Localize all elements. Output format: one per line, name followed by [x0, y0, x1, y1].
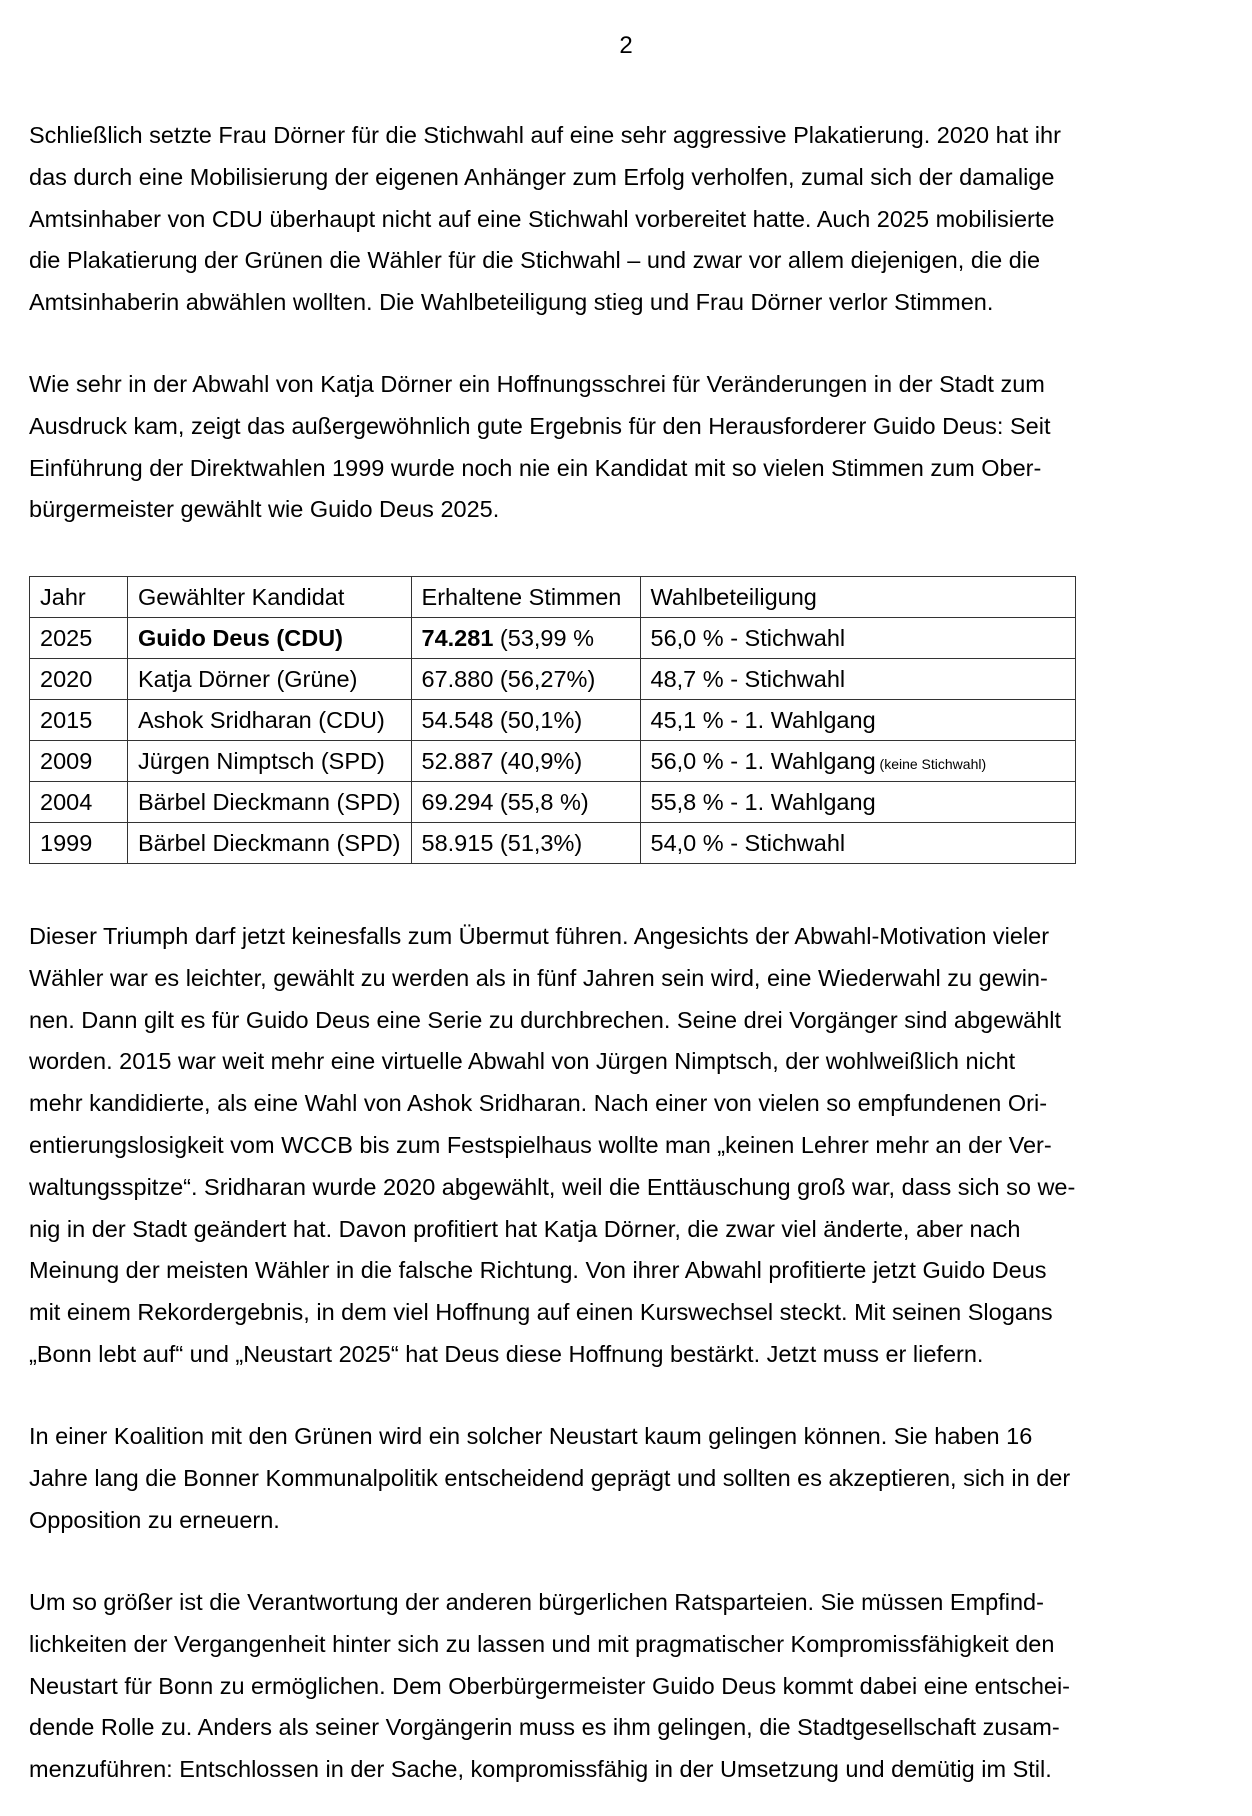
year: 2015	[40, 706, 93, 733]
table-row: 2004 Bärbel Dieckmann (SPD) 69.294 (55,8 %…	[29, 781, 1076, 823]
year: 2009	[40, 747, 93, 774]
year-cell: 1999	[29, 822, 128, 864]
text-line: Dieser Triumph darf jetzt keinesfalls zu…	[29, 923, 1050, 949]
text-line: waltungsspitze“. Sridharan wurde 2020 ab…	[29, 1173, 1076, 1200]
text-line: nen. Dann gilt es für Guido Deus eine Se…	[29, 1006, 1062, 1033]
votes: 67.880 (56,27%)	[421, 665, 596, 692]
year: 2004	[40, 788, 93, 815]
votes-cell: 74.281 (53,99 %	[410, 617, 641, 659]
text-line: Schließlich setzte Frau Dörner für die S…	[29, 122, 1061, 148]
votes-bold: 74.281	[421, 624, 494, 651]
text-line: Einführung der Direktwahlen 1999 wurde n…	[29, 454, 1042, 481]
turnout: 56,0 % - 1. Wahlgang	[650, 747, 876, 774]
text-line: mehr kandidierte, als eine Wahl von Asho…	[29, 1090, 1048, 1117]
candidate-name: Bärbel Dieckmann (SPD)	[138, 829, 401, 856]
text-line: Amtsinhaber von CDU überhaupt nicht auf …	[29, 205, 1055, 232]
text-line: „Bonn lebt auf“ und „Neustart 2025“ hat …	[29, 1340, 984, 1367]
column-header: Erhaltene Stimmen	[410, 576, 641, 618]
year-cell: 2025	[29, 617, 128, 659]
text-line: Wähler war es leichter, gewählt zu werde…	[29, 964, 1048, 991]
turnout-cell: 48,7 % - Stichwahl	[639, 658, 1076, 700]
text-line: Um so größer ist die Verantwortung der a…	[29, 1589, 1044, 1615]
votes-cell: 69.294 (55,8 %)	[410, 781, 641, 823]
turnout: 56,0 % - Stichwahl	[650, 624, 846, 651]
text-line: die Plakatierung der Grünen die Wähler f…	[29, 247, 1041, 274]
text-line: In einer Koalition mit den Grünen wird e…	[29, 1423, 1033, 1449]
turnout: 48,7 % - Stichwahl	[650, 665, 846, 692]
turnout-cell: 45,1 % - 1. Wahlgang	[639, 699, 1076, 741]
candidate-name: Jürgen Nimptsch (SPD)	[138, 747, 385, 774]
text-line: bürgermeister gewählt wie Guido Deus 202…	[29, 496, 500, 523]
turnout: 54,0 % - Stichwahl	[650, 829, 846, 856]
votes-cell: 58.915 (51,3%)	[410, 822, 641, 864]
text-line: Ausdruck kam, zeigt das außergewöhnlich …	[29, 412, 1051, 439]
candidate-cell: Katja Dörner (Grüne)	[127, 658, 412, 700]
text-line: Neustart für Bonn zu ermöglichen. Dem Ob…	[29, 1672, 1071, 1699]
turnout-cell: 54,0 % - Stichwahl	[639, 822, 1076, 864]
year-cell: 2009	[29, 740, 128, 782]
votes: 69.294 (55,8 %)	[421, 788, 589, 815]
turnout-cell: 56,0 % - 1. Wahlgang (keine Stichwahl)	[639, 740, 1076, 782]
text-line: entierungslosigkeit vom WCCB bis zum Fes…	[29, 1131, 1052, 1158]
year-cell: 2020	[29, 658, 128, 700]
table-header-row: Jahr Gewählter Kandidat Erhaltene Stimmen W…	[29, 576, 1076, 618]
column-header: Jahr	[29, 576, 128, 618]
votes: 54.548 (50,1%)	[421, 706, 583, 733]
table-row: 2025 Guido Deus (CDU) 74.281 (53,99 % 56,0 …	[29, 617, 1076, 659]
turnout-cell: 55,8 % - 1. Wahlgang	[639, 781, 1076, 823]
votes-cell: 67.880 (56,27%)	[410, 658, 641, 700]
candidate-cell: Bärbel Dieckmann (SPD)	[127, 822, 412, 864]
table-row: 2009 Jürgen Nimptsch (SPD) 52.887 (40,9%) 5…	[29, 740, 1076, 782]
year: 1999	[40, 829, 93, 856]
text-line: das durch eine Mobilisierung der eigenen…	[29, 163, 1055, 190]
election-results-table: Jahr Gewählter Kandidat Erhaltene Stimmen W…	[29, 576, 1076, 864]
votes: (53,99 %	[493, 624, 594, 651]
candidate-cell: Ashok Sridharan (CDU)	[127, 699, 412, 741]
paragraph: Schließlich setzte Frau Dörner für die S…	[29, 115, 1244, 324]
text-line: Wie sehr in der Abwahl von Katja Dörner …	[29, 371, 1045, 397]
turnout-cell: 56,0 % - Stichwahl	[639, 617, 1076, 659]
candidate-name-bold: Guido Deus (CDU)	[138, 624, 343, 651]
candidate-name: Bärbel Dieckmann (SPD)	[138, 788, 401, 815]
paragraph: Dieser Triumph darf jetzt keinesfalls zu…	[29, 916, 1244, 1376]
year: 2025	[40, 624, 93, 651]
votes-cell: 52.887 (40,9%)	[410, 740, 641, 782]
text-line: worden. 2015 war weit mehr eine virtuell…	[29, 1048, 1016, 1075]
paragraph: In einer Koalition mit den Grünen wird e…	[29, 1416, 1244, 1541]
table-row: 2015 Ashok Sridharan (CDU) 54.548 (50,1%) 4…	[29, 699, 1076, 741]
candidate-cell: Jürgen Nimptsch (SPD)	[127, 740, 412, 782]
text-line: Meinung der meisten Wähler in die falsch…	[29, 1257, 1047, 1284]
text-line: mit einem Rekordergebnis, in dem viel Ho…	[29, 1299, 1053, 1326]
paragraph: Um so größer ist die Verantwortung der a…	[29, 1582, 1244, 1791]
candidate-cell: Bärbel Dieckmann (SPD)	[127, 781, 412, 823]
votes-cell: 54.548 (50,1%)	[410, 699, 641, 741]
column-header: Wahlbeteiligung	[639, 576, 1076, 618]
text-line: Jahre lang die Bonner Kommunalpolitik en…	[29, 1464, 1071, 1491]
table-row: 2020 Katja Dörner (Grüne) 67.880 (56,27%) 4…	[29, 658, 1076, 700]
page-number: 2	[619, 32, 633, 59]
text-line: lichkeiten der Vergangenheit hinter sich…	[29, 1630, 1055, 1657]
text-line: nig in der Stadt geändert hat. Davon pro…	[29, 1215, 1021, 1242]
votes: 52.887 (40,9%)	[421, 747, 583, 774]
table-row: 1999 Bärbel Dieckmann (SPD) 58.915 (51,3%)…	[29, 822, 1076, 864]
column-header: Gewählter Kandidat	[127, 576, 412, 618]
year: 2020	[40, 665, 93, 692]
turnout: 45,1 % - 1. Wahlgang	[650, 706, 876, 733]
candidate-name: Katja Dörner (Grüne)	[138, 665, 358, 692]
turnout-note: (keine Stichwahl)	[875, 755, 987, 772]
year-cell: 2004	[29, 781, 128, 823]
turnout: 55,8 % - 1. Wahlgang	[650, 788, 876, 815]
year-cell: 2015	[29, 699, 128, 741]
text-line: menzuführen: Entschlossen in der Sache, …	[29, 1756, 1052, 1783]
text-line: Opposition zu erneuern.	[29, 1506, 280, 1533]
candidate-cell: Guido Deus (CDU)	[127, 617, 412, 659]
text-line: Amtsinhaberin abwählen wollten. Die Wahl…	[29, 289, 994, 316]
paragraph: Wie sehr in der Abwahl von Katja Dörner …	[29, 364, 1244, 531]
candidate-name: Ashok Sridharan (CDU)	[138, 706, 385, 733]
text-line: dende Rolle zu. Anders als seiner Vorgän…	[29, 1714, 1060, 1741]
votes: 58.915 (51,3%)	[421, 829, 583, 856]
